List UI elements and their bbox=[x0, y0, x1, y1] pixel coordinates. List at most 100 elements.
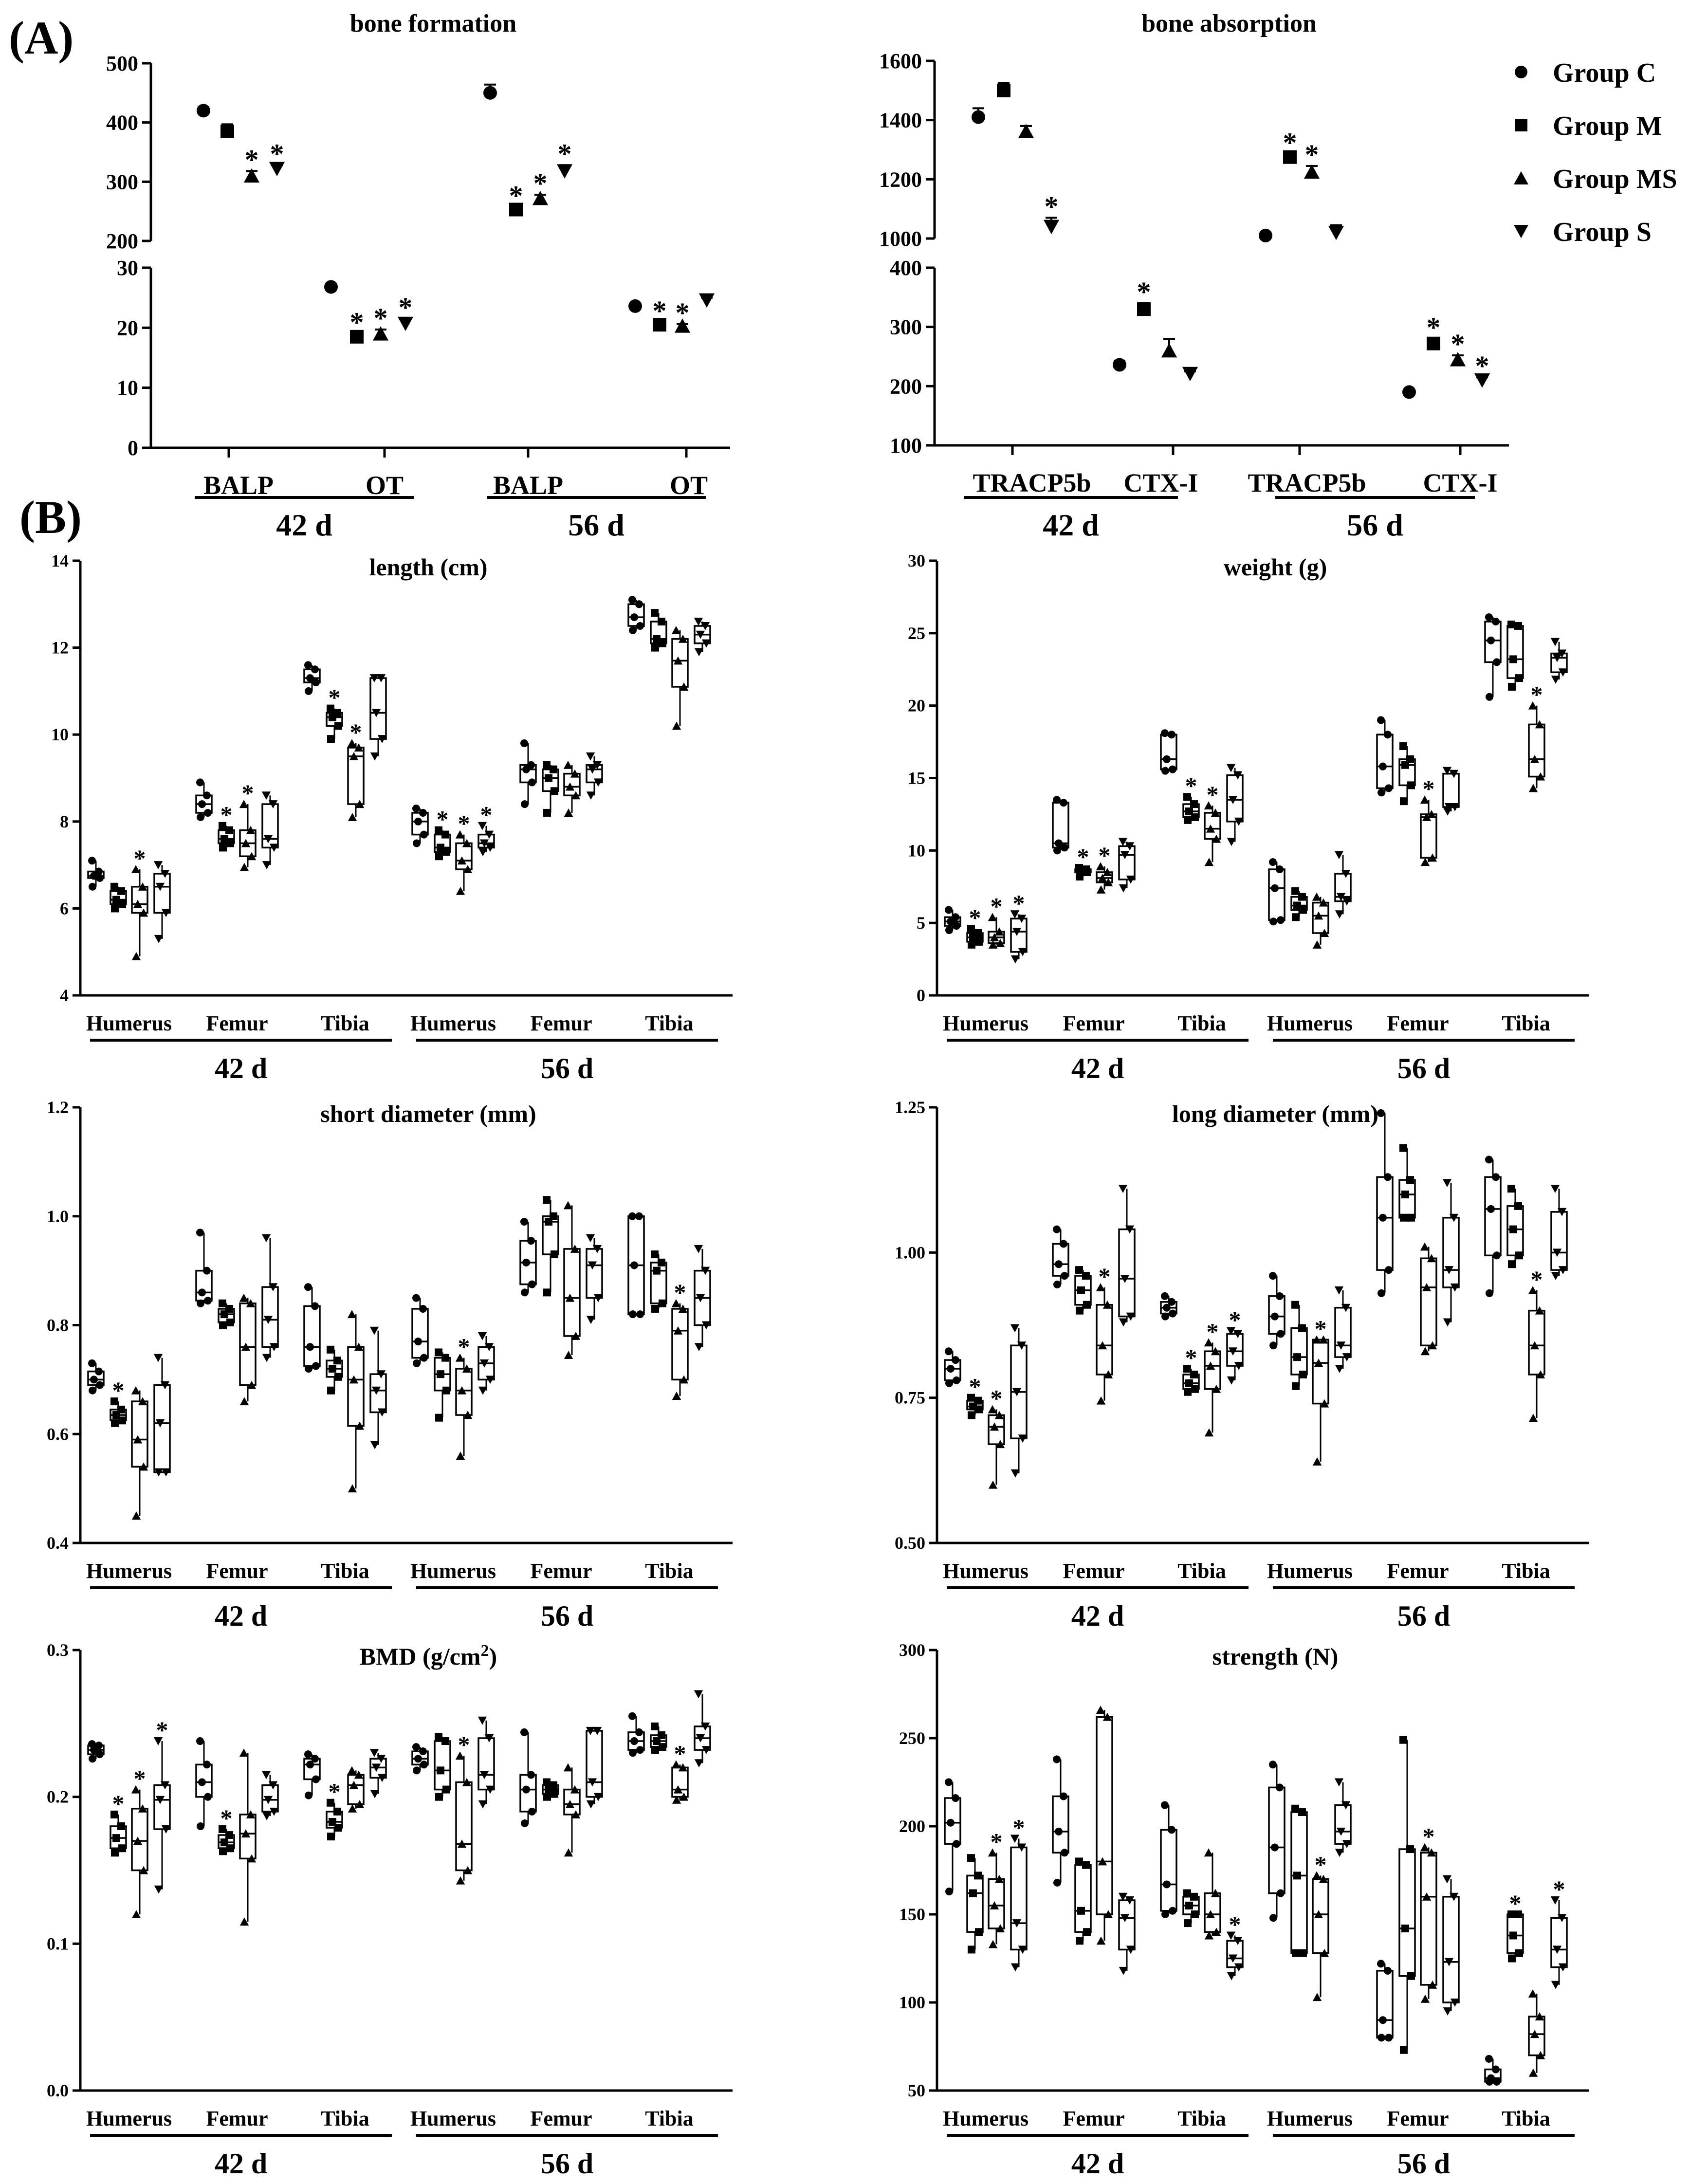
data-point bbox=[1271, 884, 1279, 892]
data-point bbox=[1163, 1303, 1171, 1312]
data-point bbox=[1234, 1362, 1244, 1370]
data-point bbox=[1212, 1384, 1221, 1393]
x-tick-label: Tibia bbox=[1502, 1559, 1550, 1583]
data-point bbox=[435, 852, 443, 861]
y-tick-label: 0.8 bbox=[47, 1316, 69, 1335]
data-point bbox=[1017, 1341, 1027, 1350]
data-point bbox=[203, 1761, 211, 1769]
data-point bbox=[1292, 913, 1300, 921]
data-point bbox=[1515, 674, 1523, 682]
data-point bbox=[1341, 1303, 1351, 1312]
legend-label-3: Group MS bbox=[1553, 164, 1677, 194]
data-point bbox=[1233, 1330, 1243, 1339]
data-point bbox=[1169, 1309, 1176, 1318]
box bbox=[347, 1346, 365, 1427]
data-point bbox=[355, 1421, 365, 1430]
box bbox=[1334, 1306, 1352, 1358]
data-point bbox=[1103, 1910, 1113, 1918]
timepoint-label: 42 d bbox=[1071, 2147, 1124, 2180]
data-point bbox=[968, 1945, 975, 1954]
data-point bbox=[1120, 1914, 1130, 1923]
data-point bbox=[586, 1800, 596, 1809]
box bbox=[131, 1400, 148, 1468]
sig-star: * bbox=[558, 138, 572, 169]
data-point bbox=[413, 1359, 421, 1367]
data-point bbox=[1514, 1910, 1522, 1918]
data-point bbox=[1227, 1972, 1236, 1981]
panel-label-a: (A) bbox=[9, 12, 73, 64]
x-tick-label: Humerus bbox=[86, 1011, 172, 1035]
data-point bbox=[527, 1237, 535, 1245]
data-point bbox=[1233, 1937, 1243, 1945]
data-point bbox=[671, 1760, 681, 1769]
data-point bbox=[1427, 810, 1436, 818]
data-point bbox=[521, 800, 529, 808]
timepoint-label: 42 d bbox=[215, 2147, 267, 2180]
data-point bbox=[371, 1386, 381, 1395]
data-point bbox=[1449, 1213, 1459, 1222]
sig-star: * bbox=[969, 904, 981, 931]
data-point bbox=[1342, 1353, 1352, 1361]
data-point bbox=[1450, 1283, 1460, 1292]
data-point bbox=[241, 839, 251, 847]
data-point bbox=[324, 280, 338, 294]
data-point bbox=[1125, 1225, 1135, 1234]
data-point bbox=[1061, 1849, 1068, 1857]
data-point bbox=[543, 1778, 551, 1786]
data-point bbox=[1550, 1896, 1560, 1905]
data-point bbox=[1185, 1901, 1193, 1909]
data-point bbox=[239, 1293, 249, 1302]
data-point bbox=[479, 1359, 489, 1368]
data-point bbox=[1508, 1260, 1516, 1268]
data-point bbox=[696, 1734, 705, 1743]
data-point bbox=[1055, 839, 1063, 847]
data-point bbox=[419, 1304, 427, 1313]
box bbox=[966, 1874, 984, 1933]
data-point bbox=[1083, 1928, 1091, 1936]
data-point bbox=[1076, 1937, 1084, 1945]
sig-star: * bbox=[458, 810, 470, 837]
sig-star: * bbox=[270, 138, 284, 169]
data-point bbox=[1075, 1857, 1083, 1866]
data-point bbox=[327, 704, 334, 713]
y-tick-label: 10 bbox=[51, 725, 69, 744]
data-point bbox=[153, 1354, 163, 1362]
sig-star: * bbox=[653, 295, 667, 327]
box bbox=[1204, 812, 1221, 840]
data-point bbox=[1487, 636, 1495, 644]
x-tick-label: Humerus bbox=[1267, 1011, 1353, 1035]
box bbox=[1118, 845, 1136, 881]
data-point bbox=[1551, 676, 1561, 684]
box bbox=[1420, 1852, 1437, 1986]
data-point bbox=[89, 1386, 96, 1395]
box bbox=[478, 1737, 495, 1791]
x-tick-label: Humerus bbox=[410, 1011, 496, 1035]
data-point bbox=[1010, 955, 1020, 964]
data-point bbox=[1443, 1318, 1452, 1327]
data-point bbox=[1161, 1312, 1169, 1321]
data-point bbox=[354, 743, 364, 752]
y-tick-label: 0.75 bbox=[895, 1388, 925, 1408]
box bbox=[239, 1303, 257, 1386]
data-point bbox=[412, 1743, 420, 1751]
data-point bbox=[1283, 150, 1297, 164]
data-point bbox=[133, 1836, 143, 1845]
sig-star: * bbox=[1013, 1814, 1025, 1841]
data-point bbox=[588, 1261, 597, 1270]
data-point bbox=[651, 1722, 659, 1730]
box bbox=[1010, 1846, 1028, 1951]
data-point bbox=[1334, 1286, 1344, 1295]
data-point bbox=[588, 1778, 597, 1787]
data-point bbox=[1234, 817, 1244, 826]
data-point bbox=[994, 1874, 1004, 1883]
data-point bbox=[1530, 1341, 1540, 1350]
data-point bbox=[1083, 1301, 1091, 1309]
y-tick-label: 400 bbox=[106, 111, 138, 135]
title-superscript: 2 bbox=[480, 1642, 489, 1660]
box bbox=[1550, 652, 1568, 673]
box bbox=[1268, 868, 1286, 921]
data-point bbox=[463, 1866, 473, 1874]
data-point bbox=[348, 1804, 357, 1813]
data-point bbox=[1206, 824, 1215, 833]
data-point bbox=[117, 1405, 125, 1413]
